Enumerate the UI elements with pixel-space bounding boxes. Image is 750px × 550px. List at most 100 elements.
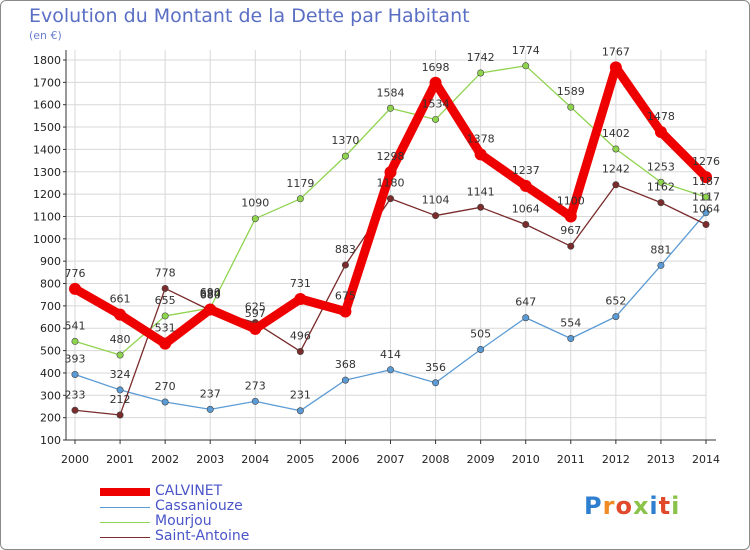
data-label: 554 — [560, 317, 581, 330]
data-label: 684 — [200, 287, 221, 300]
data-point — [657, 178, 665, 186]
data-label: 1370 — [331, 134, 359, 147]
data-point — [432, 115, 440, 123]
x-tick-label: 2011 — [557, 453, 585, 466]
x-tick-label: 2010 — [512, 453, 540, 466]
chart-title: Evolution du Montant de la Dette par Hab… — [29, 5, 470, 27]
legend-item-saint-antoine: Saint-Antoine — [100, 529, 400, 545]
y-tick-label: 500 — [40, 345, 61, 358]
logo-letter: t — [658, 492, 672, 520]
x-tick-label: 2000 — [61, 453, 89, 466]
data-label: 1242 — [602, 163, 630, 176]
data-label: 1117 — [692, 191, 720, 204]
legend-item-calvinet: CALVINET — [100, 484, 400, 500]
y-tick-label: 1000 — [33, 233, 61, 246]
data-point — [71, 371, 79, 379]
data-point — [612, 145, 620, 153]
data-label: 1179 — [286, 177, 314, 190]
data-label: 1478 — [647, 110, 675, 123]
data-point — [296, 347, 304, 355]
y-tick-label: 700 — [40, 300, 61, 313]
data-point — [564, 210, 577, 223]
legend-label: Mourjou — [155, 513, 212, 529]
data-label: 324 — [110, 368, 131, 381]
data-point — [159, 337, 172, 350]
legend-item-mourjou: Mourjou — [100, 513, 400, 530]
data-label: 356 — [425, 361, 446, 374]
data-point — [567, 103, 575, 111]
y-tick-label: 1800 — [33, 54, 61, 67]
data-label: 881 — [650, 243, 671, 256]
data-point — [296, 407, 304, 415]
data-label: 883 — [335, 243, 356, 256]
data-label: 1742 — [467, 51, 495, 64]
data-label: 778 — [155, 266, 176, 279]
data-point — [116, 351, 124, 359]
data-point — [612, 181, 620, 189]
logo-letter: o — [615, 492, 633, 520]
data-point — [429, 76, 442, 89]
data-point — [251, 215, 259, 223]
data-point — [386, 366, 394, 374]
y-tick-label: 1300 — [33, 166, 61, 179]
data-label: 414 — [380, 348, 401, 361]
y-tick-label: 1600 — [33, 99, 61, 112]
data-label: 1253 — [647, 160, 675, 173]
x-tick-label: 2002 — [151, 453, 179, 466]
y-tick-label: 300 — [40, 389, 61, 402]
data-label: 1162 — [647, 181, 675, 194]
y-tick-label: 200 — [40, 412, 61, 425]
legend-label: Cassaniouze — [155, 498, 243, 514]
data-label: 731 — [290, 277, 311, 290]
data-point — [384, 166, 397, 179]
data-label: 1064 — [512, 203, 540, 216]
data-point — [612, 313, 620, 321]
data-point — [477, 69, 485, 77]
data-label: 1298 — [377, 150, 405, 163]
data-point — [657, 199, 665, 207]
data-label: 1104 — [422, 194, 450, 207]
data-label: 393 — [65, 353, 86, 366]
x-tick-label: 2003 — [196, 453, 224, 466]
data-label: 647 — [515, 296, 536, 309]
x-tick-label: 2001 — [106, 453, 134, 466]
data-point — [654, 125, 667, 138]
data-label: 597 — [245, 307, 266, 320]
data-point — [522, 314, 530, 322]
data-point — [657, 261, 665, 269]
data-label: 368 — [335, 358, 356, 371]
x-tick-label: 2009 — [467, 453, 495, 466]
data-point — [519, 179, 532, 192]
data-label: 1584 — [377, 86, 405, 99]
data-label: 1276 — [692, 155, 720, 168]
data-point — [71, 406, 79, 414]
data-label: 1090 — [241, 197, 269, 210]
data-label: 231 — [290, 389, 311, 402]
data-point — [522, 62, 530, 70]
y-tick-label: 800 — [40, 278, 61, 291]
data-label: 496 — [290, 329, 311, 342]
data-point — [116, 411, 124, 419]
line-chart: 100 200 300 400 500 600 700 800 900 1000 1100 1200 1… — [33, 44, 720, 466]
data-label: 1187 — [692, 175, 720, 188]
data-point — [432, 212, 440, 220]
data-label: 1534 — [422, 97, 450, 110]
data-point — [432, 379, 440, 387]
data-label: 1064 — [692, 203, 720, 216]
y-tick-label: 400 — [40, 367, 61, 380]
data-point — [522, 221, 530, 229]
data-label: 967 — [560, 224, 581, 237]
data-label: 690 — [200, 286, 221, 299]
data-label: 776 — [65, 267, 86, 280]
x-tick-label: 2004 — [241, 453, 269, 466]
data-point — [71, 337, 79, 345]
data-label: 1141 — [467, 185, 495, 198]
data-point — [341, 376, 349, 384]
data-point — [700, 171, 712, 184]
data-label: 1237 — [512, 164, 540, 177]
x-tick-label: 2012 — [602, 453, 630, 466]
x-tick-label: 2014 — [692, 453, 720, 466]
data-point — [567, 335, 575, 343]
x-tick-label: 2008 — [422, 453, 450, 466]
data-label: 273 — [245, 379, 266, 392]
